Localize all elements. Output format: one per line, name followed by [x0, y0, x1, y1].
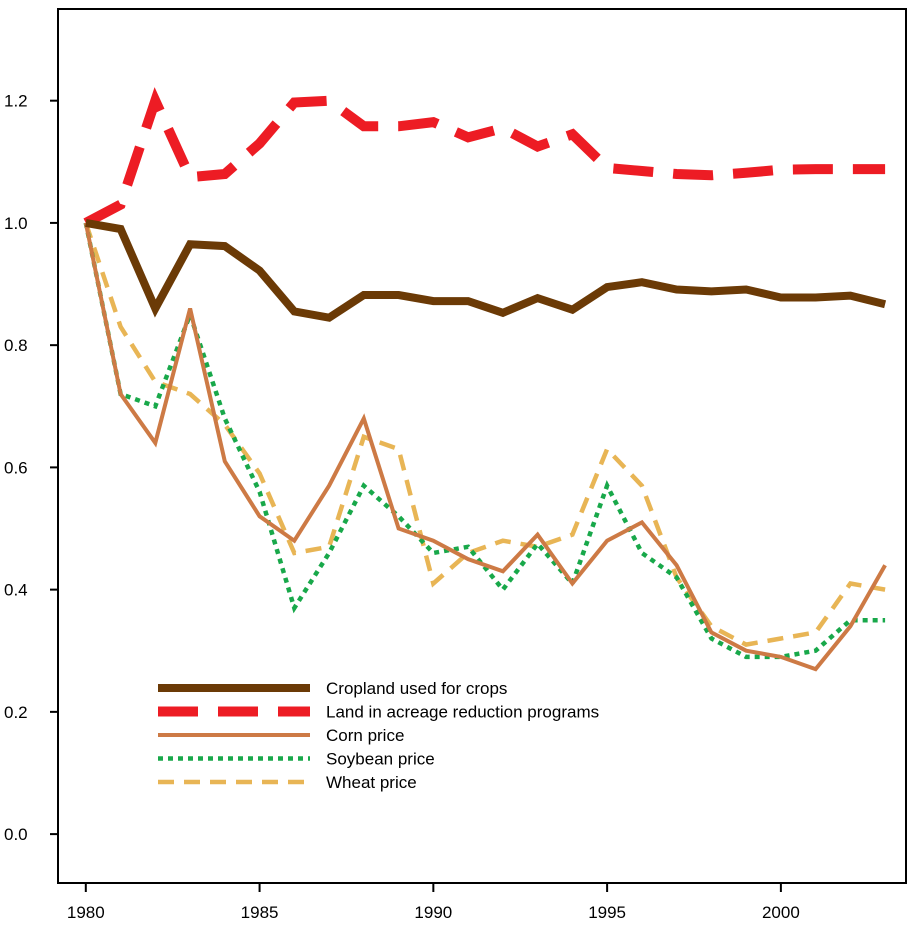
x-tick-label-1990: 1990 — [414, 903, 452, 922]
plot-frame — [57, 8, 907, 884]
legend-label-2: Corn price — [326, 726, 404, 745]
series-layer — [83, 87, 887, 672]
legend-label-4: Wheat price — [326, 773, 417, 792]
x-tick-label-1995: 1995 — [588, 903, 626, 922]
y-tick-label-5: 1.0 — [4, 214, 28, 233]
x-axis: 1980 1985 1990 1995 2000 — [67, 883, 800, 922]
y-tick-label-6: 1.2 — [4, 92, 28, 111]
x-tick-label-2000: 2000 — [762, 903, 800, 922]
series-line-soybean-price — [83, 222, 886, 660]
x-tick-label-1980: 1980 — [67, 903, 105, 922]
y-tick-label-2: 0.4 — [4, 581, 28, 600]
legend-label-0: Cropland used for crops — [326, 679, 507, 698]
series-line-wheat-price — [83, 222, 886, 647]
series-line-land-in-acreage-reduction-programs — [83, 87, 886, 228]
y-tick-label-4: 0.8 — [4, 336, 28, 355]
legend: Cropland used for crops Land in acreage r… — [158, 679, 599, 792]
y-tick-label-3: 0.6 — [4, 458, 28, 477]
legend-label-1: Land in acreage reduction programs — [326, 703, 599, 722]
y-tick-label-0: 0.0 — [4, 825, 28, 844]
x-tick-label-1985: 1985 — [241, 903, 279, 922]
y-tick-label-1: 0.2 — [4, 703, 28, 722]
series-line-corn-price — [83, 222, 887, 672]
legend-label-3: Soybean price — [326, 750, 435, 769]
series-line-cropland-used-for-crops — [85, 218, 887, 322]
y-axis: 0.0 0.2 0.4 0.6 0.8 1.0 1.2 — [4, 92, 58, 844]
